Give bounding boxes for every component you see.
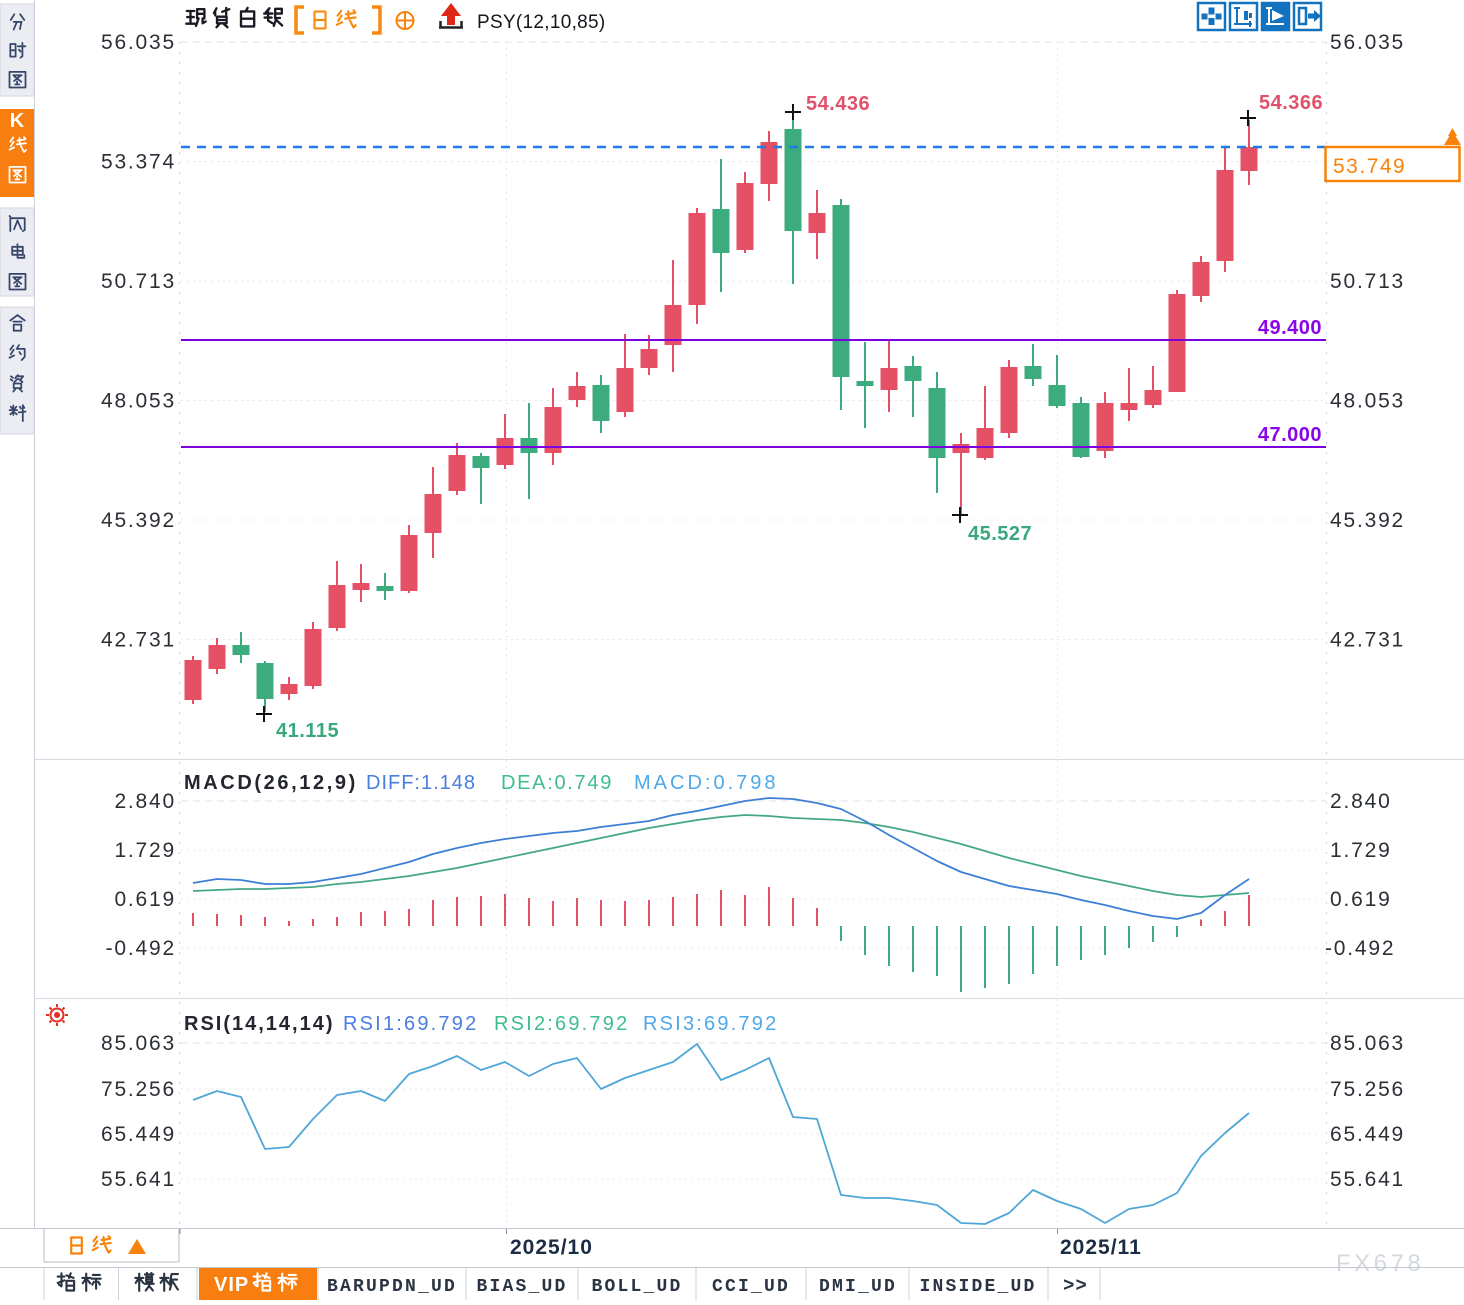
svg-text:56.035: 56.035 [1330, 31, 1405, 54]
svg-text:42.731: 42.731 [101, 629, 176, 652]
svg-text:2025/11: 2025/11 [1060, 1236, 1142, 1259]
svg-text:BOLL_UD: BOLL_UD [591, 1277, 682, 1297]
svg-text:65.449: 65.449 [1330, 1123, 1405, 1146]
svg-text:RSI3:69.792: RSI3:69.792 [643, 1013, 778, 1035]
svg-text:MACD:0.798: MACD:0.798 [634, 772, 779, 794]
svg-text:-0.492: -0.492 [1325, 937, 1395, 960]
svg-text:0.619: 0.619 [1330, 888, 1392, 911]
svg-text:54.436: 54.436 [806, 93, 870, 115]
svg-text:1.729: 1.729 [114, 839, 176, 862]
svg-text:48.053: 48.053 [101, 390, 176, 413]
svg-text:BIAS_UD: BIAS_UD [476, 1277, 567, 1297]
svg-text:65.449: 65.449 [101, 1123, 176, 1146]
svg-text:RSI1:69.792: RSI1:69.792 [343, 1013, 478, 1035]
svg-text:85.063: 85.063 [1330, 1032, 1405, 1055]
svg-text:50.713: 50.713 [101, 270, 176, 293]
svg-text:55.641: 55.641 [1330, 1168, 1405, 1191]
svg-text:MACD(26,12,9): MACD(26,12,9) [184, 772, 358, 794]
svg-text:INSIDE_UD: INSIDE_UD [919, 1277, 1036, 1297]
svg-text:45.392: 45.392 [1330, 509, 1405, 532]
svg-text:49.400: 49.400 [1258, 317, 1322, 339]
svg-text:45.392: 45.392 [101, 509, 176, 532]
svg-text:53.749: 53.749 [1333, 155, 1406, 178]
svg-text:41.115: 41.115 [276, 720, 339, 742]
svg-text:2025/10: 2025/10 [510, 1236, 593, 1259]
svg-text:K: K [10, 110, 25, 132]
svg-text:75.256: 75.256 [101, 1078, 176, 1101]
svg-text:-0.492: -0.492 [106, 937, 176, 960]
svg-text:48.053: 48.053 [1330, 390, 1405, 413]
svg-text:53.374: 53.374 [101, 151, 176, 174]
svg-text:FX678: FX678 [1336, 1250, 1424, 1277]
svg-text:85.063: 85.063 [101, 1032, 176, 1055]
svg-text:1.729: 1.729 [1330, 839, 1392, 862]
svg-text:50.713: 50.713 [1330, 270, 1405, 293]
svg-text:PSY(12,10,85): PSY(12,10,85) [477, 12, 606, 33]
svg-text:75.256: 75.256 [1330, 1078, 1405, 1101]
svg-text:45.527: 45.527 [968, 523, 1032, 545]
svg-text:54.366: 54.366 [1259, 92, 1323, 114]
svg-text:CCI_UD: CCI_UD [712, 1277, 790, 1297]
svg-text:47.000: 47.000 [1258, 424, 1322, 446]
svg-text:DEA:0.749: DEA:0.749 [501, 772, 613, 794]
svg-text:VIP: VIP [214, 1274, 249, 1296]
svg-text:56.035: 56.035 [101, 31, 176, 54]
svg-text:DIFF:1.148: DIFF:1.148 [366, 772, 476, 794]
svg-text:42.731: 42.731 [1330, 629, 1405, 652]
svg-text:2.840: 2.840 [1330, 790, 1392, 813]
svg-text:DMI_UD: DMI_UD [819, 1277, 897, 1297]
svg-text:RSI(14,14,14): RSI(14,14,14) [184, 1013, 335, 1035]
svg-text:2.840: 2.840 [114, 790, 176, 813]
svg-text:BARUPDN_UD: BARUPDN_UD [327, 1277, 457, 1297]
svg-text:RSI2:69.792: RSI2:69.792 [494, 1013, 629, 1035]
svg-text:55.641: 55.641 [101, 1168, 176, 1191]
svg-text:0.619: 0.619 [114, 888, 176, 911]
svg-text:>>: >> [1063, 1275, 1088, 1297]
